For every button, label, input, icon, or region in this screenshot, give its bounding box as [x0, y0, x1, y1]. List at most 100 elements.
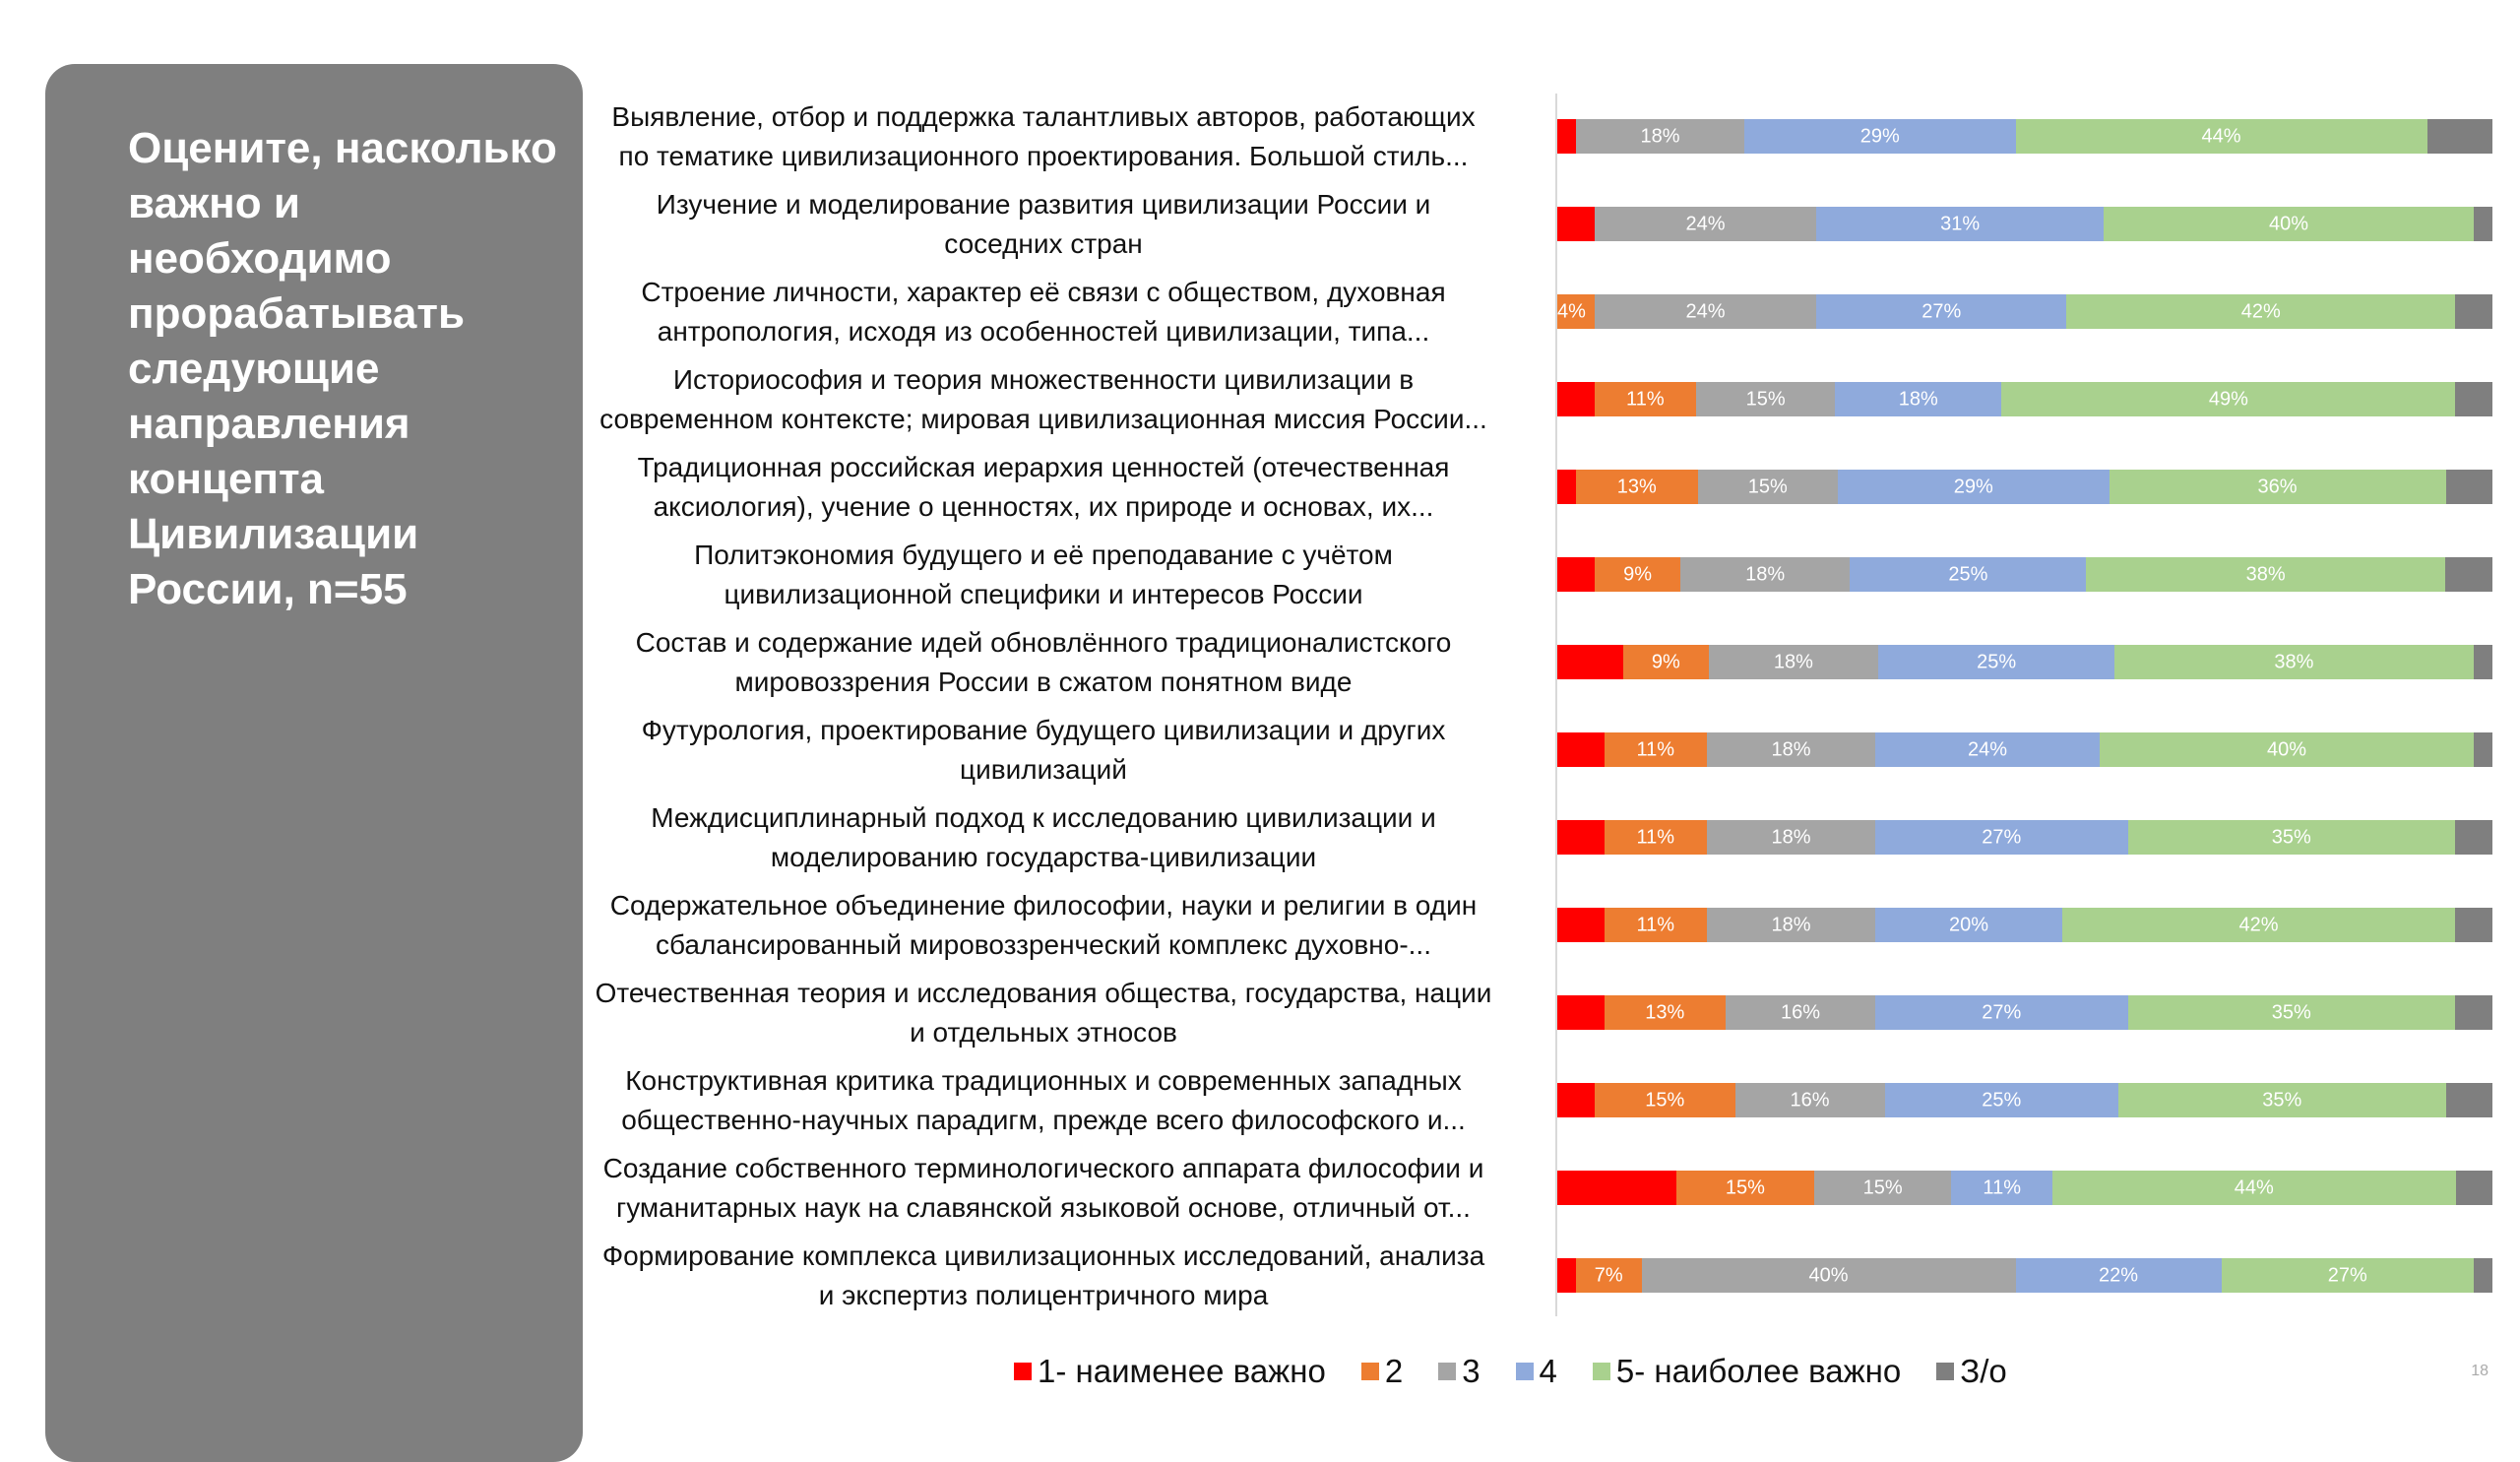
data-label: 15% — [1745, 388, 1786, 410]
category-label: Конструктивная критика традиционных и со… — [551, 1061, 1536, 1140]
bar-segment: 35% — [2118, 1083, 2446, 1117]
legend-label: 3 — [1462, 1353, 1480, 1389]
bar-segment: 15% — [1595, 1083, 1735, 1117]
bar-segment: 27% — [1816, 294, 2067, 329]
bar-row: 9% 18% 25% 38% — [1557, 645, 2492, 679]
category-label-line: по тематике цивилизационного проектирова… — [618, 140, 1469, 171]
data-label: 15% — [1725, 1176, 1765, 1198]
legend-item: 4 — [1515, 1353, 1557, 1390]
bar-segment: 7% — [1576, 1258, 1642, 1293]
data-label: 27% — [1982, 826, 2022, 848]
data-label: 42% — [2240, 300, 2281, 322]
bar-segment — [2426, 119, 2492, 154]
data-label: 22% — [2098, 1264, 2139, 1286]
category-label-line: мировоззрения России в сжатом понятном в… — [734, 666, 1353, 697]
bar-segment — [1557, 820, 1605, 855]
data-label: 24% — [1685, 300, 1726, 322]
category-label: Состав и содержание идей обновлённого тр… — [551, 623, 1536, 702]
data-label: 38% — [2245, 563, 2286, 585]
bar-segment: 49% — [2001, 382, 2456, 416]
bar-segment: 18% — [1835, 382, 2002, 416]
bar-row: 11% 18% 20% 42% — [1557, 908, 2492, 942]
bar-segment — [2455, 294, 2492, 329]
bar-row: 15% 15% 11% 44% — [1557, 1171, 2492, 1205]
data-label: 35% — [2271, 826, 2311, 848]
legend-swatch — [1592, 1363, 1610, 1380]
category-label: Футурология, проектирование будущего цив… — [551, 711, 1536, 790]
legend-item: 1- наименее важно — [1014, 1353, 1326, 1390]
bar-segment: 27% — [1875, 995, 2128, 1030]
page-number: 18 — [2471, 1363, 2488, 1379]
data-label: 13% — [1616, 476, 1657, 497]
data-label: 40% — [2269, 213, 2309, 234]
legend-swatch — [1438, 1363, 1457, 1380]
bar-segment: 15% — [1697, 470, 1838, 504]
data-label: 16% — [1780, 1001, 1821, 1023]
category-label-line: сбалансированный мировоззренческий компл… — [656, 928, 1431, 960]
category-axis-line — [1555, 94, 1557, 1316]
bar-segment: 20% — [1875, 908, 2062, 942]
data-label: 15% — [1747, 476, 1788, 497]
category-label-line: Традиционная российская иерархия ценност… — [637, 451, 1450, 482]
bar-segment: 35% — [2127, 995, 2455, 1030]
data-label: 11% — [1636, 914, 1675, 935]
bar-segment: 24% — [1594, 294, 1817, 329]
data-label: 44% — [2201, 125, 2241, 147]
legend-item: 3 — [1438, 1353, 1480, 1390]
bar-segment: 18% — [1707, 908, 1875, 942]
category-label-line: Историософия и теория множественности ци… — [672, 363, 1415, 395]
data-label: 31% — [1940, 213, 1981, 234]
bar-segment: 18% — [1679, 557, 1851, 592]
data-label: 18% — [1773, 651, 1813, 672]
category-label: Междисциплинарный подход к исследованию … — [551, 798, 1536, 877]
data-label: 24% — [1967, 738, 2008, 760]
bar-segment — [2444, 557, 2492, 592]
legend-item: З/о — [1936, 1353, 2007, 1390]
bar-row: 9% 18% 25% 38% — [1557, 557, 2492, 592]
bar-segment — [2455, 995, 2492, 1030]
bar-segment: 11% — [1951, 1171, 2052, 1205]
data-label: 35% — [2271, 1001, 2311, 1023]
data-label: 18% — [1771, 826, 1811, 848]
bar-segment — [1557, 1171, 1677, 1205]
data-label: 16% — [1790, 1089, 1830, 1111]
bar-segment — [1557, 557, 1596, 592]
bar-segment — [2474, 207, 2492, 241]
bar-segment — [2455, 908, 2492, 942]
category-label-line: и экспертиз полицентричного мира — [818, 1279, 1269, 1310]
bar-segment: 18% — [1707, 732, 1875, 767]
bar-segment: 27% — [1875, 820, 2128, 855]
bar-row: 0%24%31%40% — [1557, 207, 2492, 241]
data-label: 36% — [2257, 476, 2298, 497]
bar-segment — [1557, 645, 1624, 679]
bar-segment — [1557, 119, 1576, 154]
category-label-line: Изучение и моделирование развития цивили… — [656, 188, 1431, 220]
bar-segment: 11% — [1604, 908, 1707, 942]
legend-label: 1- наименее важно — [1038, 1353, 1326, 1389]
bar-segment: 42% — [2066, 294, 2456, 329]
chart-legend: 1- наименее важно 2 3 4 5- наиболее важно З/о — [1014, 1353, 2043, 1390]
bar-segment: 16% — [1734, 1083, 1885, 1117]
category-label: Содержательное объединение философии, на… — [551, 886, 1536, 965]
bar-segment — [1557, 1083, 1595, 1117]
data-label: 49% — [2208, 388, 2248, 410]
category-label-line: Выявление, отбор и поддержка талантливых… — [611, 100, 1476, 132]
bar-segment: 44% — [2051, 1171, 2456, 1205]
category-label-line: Междисциплинарный подход к исследованию … — [651, 801, 1436, 833]
bar-segment — [1557, 382, 1595, 416]
category-label: Создание собственного терминологического… — [551, 1149, 1536, 1228]
legend-swatch — [1360, 1363, 1379, 1380]
data-label: 4% — [1557, 300, 1586, 322]
category-label-line: гуманитарных наук на славянской языковой… — [616, 1191, 1471, 1223]
bar-segment: 18% — [1708, 645, 1879, 679]
bar-row: 7% 40% 22% 27% — [1557, 1258, 2492, 1293]
legend-label: 4 — [1539, 1353, 1557, 1389]
bar-segment: 9% — [1623, 645, 1709, 679]
title-panel: Оцените, насколько важно и необходимо пр… — [45, 64, 583, 1462]
bar-segment: 15% — [1676, 1171, 1814, 1205]
data-label: 18% — [1771, 738, 1811, 760]
bar-segment — [2473, 645, 2492, 679]
data-label: 40% — [1808, 1264, 1849, 1286]
category-label-line: Состав и содержание идей обновлённого тр… — [635, 626, 1452, 658]
data-label: 18% — [1898, 388, 1938, 410]
